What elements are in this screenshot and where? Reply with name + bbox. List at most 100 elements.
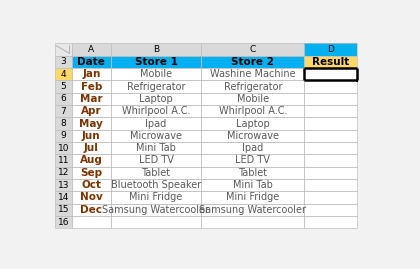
Bar [110,154,201,167]
Bar [304,167,357,179]
Text: 12: 12 [58,168,69,177]
Text: Apr: Apr [81,106,102,116]
Bar [201,191,304,204]
Bar [201,179,304,191]
Text: Dec: Dec [80,205,102,215]
Text: 5: 5 [60,82,66,91]
Bar [55,44,72,56]
Bar [55,216,72,228]
Bar [110,204,201,216]
Text: Ipad: Ipad [145,119,167,129]
Bar [72,167,110,179]
Bar [72,154,110,167]
Bar [304,80,357,93]
Bar [304,130,357,142]
Text: D: D [327,45,334,54]
Text: Mar: Mar [80,94,102,104]
Bar [55,142,72,154]
Text: Result: Result [312,57,349,67]
Bar [72,44,110,56]
Text: 15: 15 [58,205,69,214]
Bar [72,204,110,216]
Text: 13: 13 [58,180,69,190]
Text: Feb: Feb [81,82,102,91]
Bar [55,105,72,117]
Bar [304,93,357,105]
Bar [72,56,110,68]
Text: Jul: Jul [84,143,99,153]
Bar [55,56,72,68]
Bar [110,93,201,105]
Bar [304,56,357,68]
Bar [201,44,304,56]
Bar [201,216,304,228]
Text: Whirlpool A.C.: Whirlpool A.C. [218,106,287,116]
Bar [110,216,201,228]
Text: Store 1: Store 1 [134,57,177,67]
Bar [72,68,110,80]
Bar [110,142,201,154]
Text: Washine Machine: Washine Machine [210,69,296,79]
Text: 9: 9 [60,131,66,140]
Bar [72,179,110,191]
Bar [201,167,304,179]
Bar [304,142,357,154]
Bar [72,117,110,130]
Bar [110,167,201,179]
Bar [304,117,357,130]
Bar [110,130,201,142]
Bar [55,167,72,179]
Bar [72,93,110,105]
Bar [304,105,357,117]
Bar [201,204,304,216]
Bar [72,80,110,93]
Text: Sep: Sep [80,168,102,178]
Text: 16: 16 [58,218,69,226]
Text: Store 2: Store 2 [231,57,274,67]
Bar [110,105,201,117]
Bar [55,130,72,142]
Bar [110,68,201,80]
Bar [304,154,357,167]
Text: Bluetooth Speaker: Bluetooth Speaker [111,180,201,190]
Text: Refrigerator: Refrigerator [223,82,282,91]
Bar [110,191,201,204]
Text: Refrigerator: Refrigerator [127,82,185,91]
Bar [55,93,72,105]
Bar [72,130,110,142]
Bar [110,117,201,130]
Text: B: B [153,45,159,54]
Text: Oct: Oct [81,180,101,190]
Text: C: C [250,45,256,54]
Bar [55,68,72,80]
Text: Jan: Jan [82,69,100,79]
Text: LED TV: LED TV [139,155,173,165]
Bar [201,142,304,154]
Bar [201,68,304,80]
Bar [201,154,304,167]
Bar [304,68,357,80]
Bar [110,56,201,68]
Bar [55,80,72,93]
Bar [201,56,304,68]
Bar [110,44,201,56]
Text: 6: 6 [60,94,66,103]
Bar [304,44,357,56]
Bar [201,105,304,117]
Bar [304,191,357,204]
Text: Mini Fridge: Mini Fridge [226,192,279,203]
Text: Mini Tab: Mini Tab [233,180,273,190]
Text: 8: 8 [60,119,66,128]
Text: Nov: Nov [80,192,102,203]
Text: 10: 10 [58,144,69,153]
Text: May: May [79,119,103,129]
Text: Laptop: Laptop [139,94,173,104]
Bar [55,204,72,216]
Bar [55,191,72,204]
Bar [201,93,304,105]
Bar [55,117,72,130]
Text: 4: 4 [60,70,66,79]
Text: LED TV: LED TV [235,155,270,165]
Text: 7: 7 [60,107,66,116]
Text: Mini Fridge: Mini Fridge [129,192,183,203]
